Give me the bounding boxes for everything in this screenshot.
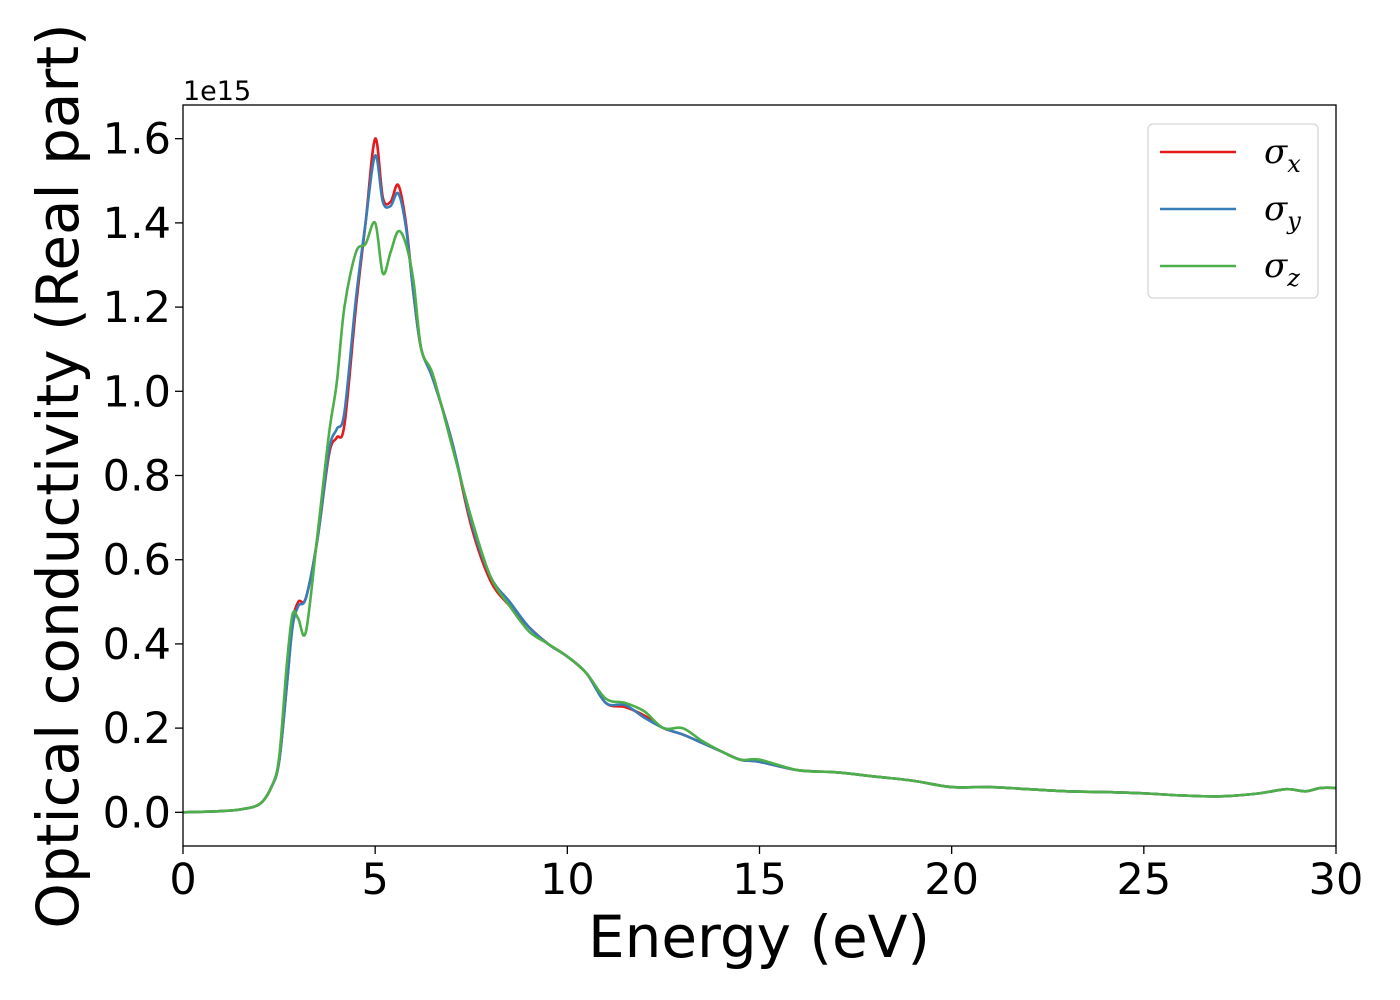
y-tick-label: 1.4 [103,199,171,249]
x-axis-label: Energy (eV) [588,903,930,971]
y-tick-label: 0.4 [103,620,171,670]
x-tick-label: 30 [1309,855,1364,905]
axes-layer: 0 5 10 15 20 25 30 0.0 0.2 0.4 0.6 0.8 1.0 1.2 1.4 1.6 [103,104,1364,905]
x-tick-label: 0 [169,855,196,905]
legend-label-y: σy [1264,189,1301,235]
y-tick-label: 1.6 [103,115,171,165]
x-tick-label: 5 [361,855,388,905]
y-axis-label: Optical conductivity (Real part) [24,23,92,928]
x-tick-label: 10 [540,855,595,905]
x-tick-label: 20 [924,855,979,905]
x-tick-label: 15 [732,855,787,905]
y-tick-label: 1.0 [103,367,171,417]
y-offset-label: 1e15 [183,76,251,107]
y-tick-label: 1.2 [103,283,171,333]
y-tick-label: 0.6 [103,536,171,586]
legend: σx σy σz [1147,123,1319,299]
y-tick-label: 0.2 [103,704,171,754]
x-tick-label: 25 [1116,855,1171,905]
series-layer [183,137,1336,814]
legend-label-z: σz [1264,246,1300,292]
y-tick-label: 0.0 [103,788,171,838]
series-line-z [183,220,1336,814]
legend-label-x: σx [1264,132,1301,178]
legend-box [1147,123,1319,299]
y-tick-label: 0.8 [103,452,171,502]
